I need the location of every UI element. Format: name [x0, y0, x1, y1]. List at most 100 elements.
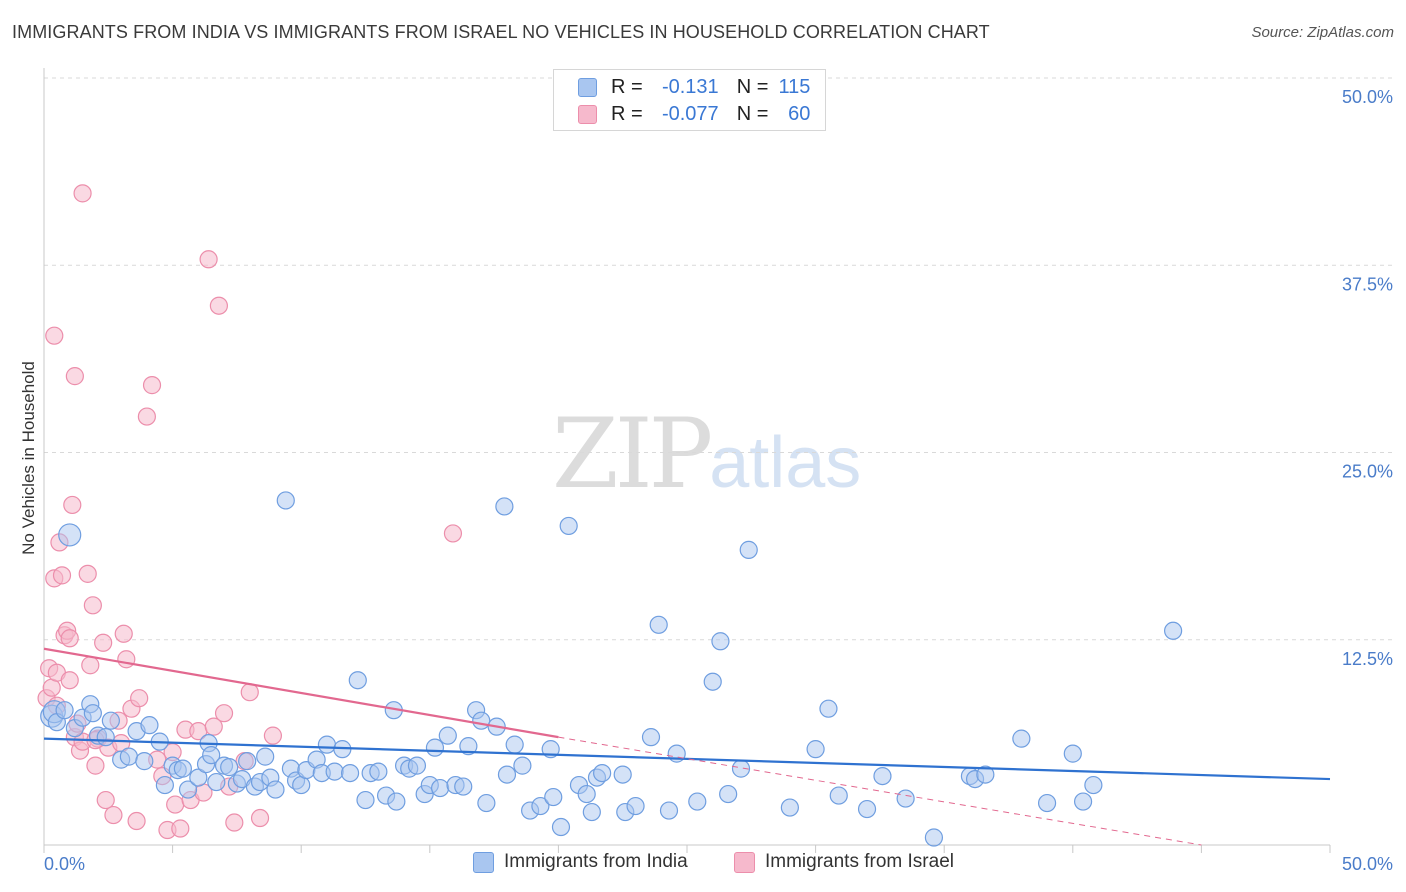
legend-row-india: R = -0.131 N = 115 [554, 74, 810, 100]
watermark-atlas: atlas [709, 423, 862, 503]
israel-point [45, 326, 64, 345]
india-point [348, 671, 367, 690]
india-point [505, 735, 524, 754]
israel-point [137, 407, 156, 426]
india-point [1037, 793, 1057, 813]
india-point [703, 672, 722, 691]
india-trend-line [43, 737, 1331, 781]
grid-lines [44, 77, 1392, 641]
india-point [613, 765, 632, 784]
israel-point [250, 808, 270, 828]
india-point [425, 738, 445, 757]
india-point [387, 792, 406, 811]
india-point [577, 784, 596, 804]
india-point [238, 752, 257, 771]
y-tick-label: 37.5% [1342, 274, 1393, 294]
legend-r-label-israel: R = [611, 102, 643, 125]
israel-trend-line [43, 647, 559, 739]
israel-point [240, 683, 259, 702]
trend-lines [43, 647, 1331, 846]
india-point [641, 728, 661, 747]
bottom-legend-swatch-israel [734, 851, 755, 873]
israel-point [86, 756, 105, 775]
y-tick-label: 25.0% [1342, 462, 1393, 482]
india-point [276, 491, 295, 510]
israel-point [142, 376, 162, 395]
india-point [719, 784, 738, 804]
india-point [173, 759, 192, 778]
india-point [1012, 729, 1031, 748]
india-point [207, 772, 226, 792]
india-point [1164, 621, 1183, 640]
axes [43, 68, 1331, 853]
india-point [356, 790, 375, 810]
legend-n-value-israel: 60 [788, 102, 811, 125]
israel-point [263, 726, 283, 745]
israel-point [199, 250, 218, 269]
x-tick-label: 0.0% [44, 854, 85, 874]
india-point [739, 540, 758, 559]
india-point [649, 615, 668, 634]
israel-point [65, 367, 84, 386]
india-point [472, 711, 491, 730]
india-point [96, 728, 115, 747]
india-point [266, 780, 285, 799]
y-tick-label: 12.5% [1342, 649, 1393, 669]
india-point [495, 497, 514, 516]
israel-point [127, 811, 146, 831]
israel-point [214, 704, 234, 723]
india-point [140, 716, 159, 735]
india-point [857, 799, 877, 819]
legend-swatch-israel [578, 104, 597, 124]
india-point [711, 632, 730, 651]
israel-point [225, 813, 244, 832]
bottom-legend-swatch-india [473, 851, 494, 873]
india-point [459, 737, 478, 756]
india-point [688, 792, 707, 811]
israel-point [60, 629, 79, 648]
bottom-legend-india[interactable]: Immigrants from India [473, 851, 688, 873]
india-point [896, 789, 915, 808]
source-label: Source: ZipAtlas.com [1251, 24, 1394, 41]
india-point [806, 740, 825, 759]
india-point [119, 747, 138, 766]
israel-point [73, 184, 92, 203]
india-point [477, 793, 496, 813]
india-point [497, 765, 517, 784]
watermark-zip: ZIP [552, 398, 713, 510]
india-point [438, 726, 457, 745]
israel-point [117, 650, 136, 669]
israel-point [130, 689, 149, 708]
india-point [325, 762, 344, 781]
india-point [256, 747, 275, 766]
israel-point [94, 633, 113, 652]
bottom-legend-israel[interactable]: Immigrants from Israel [734, 851, 954, 873]
india-point [202, 746, 221, 765]
india-point [189, 768, 208, 787]
india-point [101, 711, 120, 730]
india-point [55, 701, 74, 720]
israel-point [60, 671, 79, 690]
y-tick-label: 50.0% [1342, 87, 1393, 107]
legend-n-label-india: N = [736, 75, 769, 98]
israel-point [171, 819, 190, 838]
israel-point [52, 566, 72, 585]
india-point [340, 763, 360, 783]
india-point [659, 801, 679, 820]
legend-swatch-india [578, 77, 597, 97]
india-point [780, 798, 799, 817]
israel-trend-extension [558, 736, 1202, 846]
israel-point [81, 656, 100, 675]
tick-labels: 12.5% 25.0% 37.5% 50.0% 0.0% 50.0% [44, 87, 1393, 874]
india-point [1073, 792, 1093, 811]
india-point [369, 762, 388, 781]
india-point [924, 828, 944, 847]
india-point [531, 796, 550, 816]
india-point [559, 516, 578, 536]
india-point [454, 777, 473, 796]
y-axis-label: No Vehicles in Household [19, 361, 38, 555]
india-point [582, 802, 601, 822]
india-point [83, 704, 102, 723]
israel-point [96, 790, 115, 810]
